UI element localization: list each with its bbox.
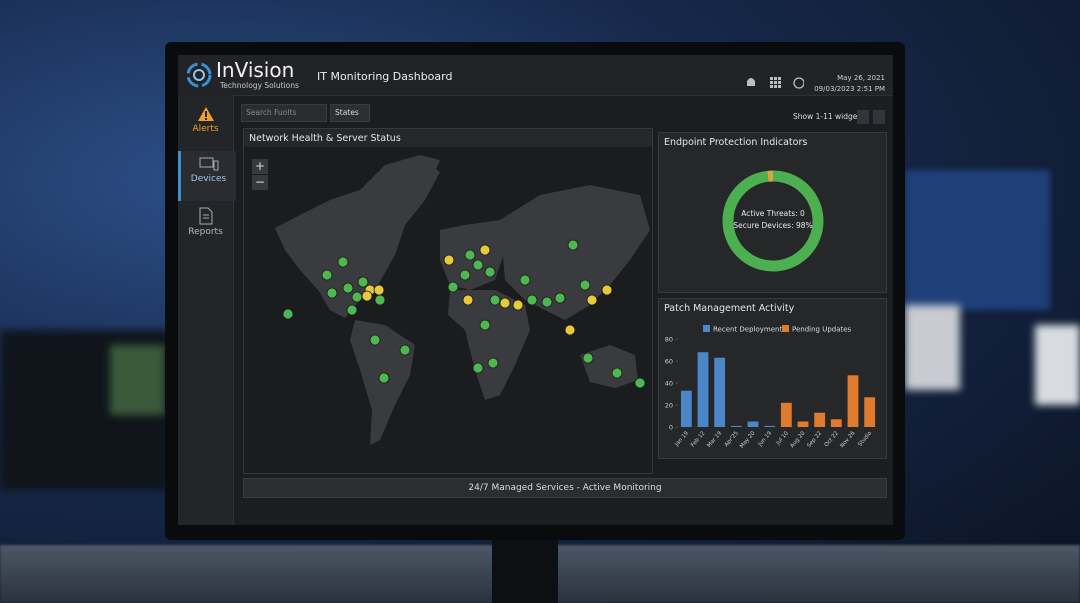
reports-icon [199,207,212,225]
next-button[interactable] [873,110,885,124]
brand: InVision [216,58,295,82]
zoom-out[interactable]: − [252,175,268,190]
footer-text: 24/7 Managed Services - Active Monitorin… [468,483,662,493]
help-icon[interactable] [793,77,804,89]
patch-panel: Patch Management Activity [658,298,887,459]
prev-button[interactable] [857,110,869,124]
nav-label: Devices [190,174,227,184]
bell-icon[interactable] [747,78,755,86]
panel-title: Endpoint Protection Indicators [664,137,808,148]
nav-devices[interactable]: Devices [178,151,236,201]
endpoint-panel: Endpoint Protection Indicators [658,132,887,293]
dashboard-screen: InVision Technology Solutions IT Monitor… [178,55,893,525]
background-monitor [905,305,960,390]
logo-icon [186,62,212,88]
monitor-stand [492,535,558,603]
filter-label: States [335,108,359,117]
search-placeholder: Search Fuolts [246,108,297,117]
nav-label: Reports [188,227,223,237]
zoom-in[interactable]: + [252,159,268,174]
panel-title: Patch Management Activity [664,303,795,314]
page-title: IT Monitoring Dashboard [317,70,453,83]
header-icons [747,77,804,89]
background-monitor [1035,325,1080,405]
datetime: 09/03/2023 2:51 PM [814,85,885,93]
widgets-count: Show 1-11 widgets [793,112,865,121]
apps-icon[interactable] [770,77,781,88]
nav-reports[interactable]: Reports [178,203,233,253]
brand-subtitle: Technology Solutions [220,81,299,90]
sidebar: Alerts Devices Reports [178,95,236,525]
map-panel: Network Health & Server Status + − [243,128,653,474]
header: InVision Technology Solutions IT Monitor… [178,55,893,96]
date: May 26, 2021 [837,74,885,82]
filter-dropdown[interactable]: States [330,104,370,122]
nav-alerts[interactable]: Alerts [178,101,233,151]
alert-icon [197,107,214,121]
nav-label: Alerts [192,124,219,134]
background-monitor [110,345,165,415]
search-box[interactable]: Search Fuolts [241,104,327,122]
panel-title: Network Health & Server Status [249,133,401,144]
footer-bar: 24/7 Managed Services - Active Monitorin… [243,478,887,498]
background-monitor [905,170,1050,310]
map-area [244,147,652,473]
devices-icon [199,157,218,171]
